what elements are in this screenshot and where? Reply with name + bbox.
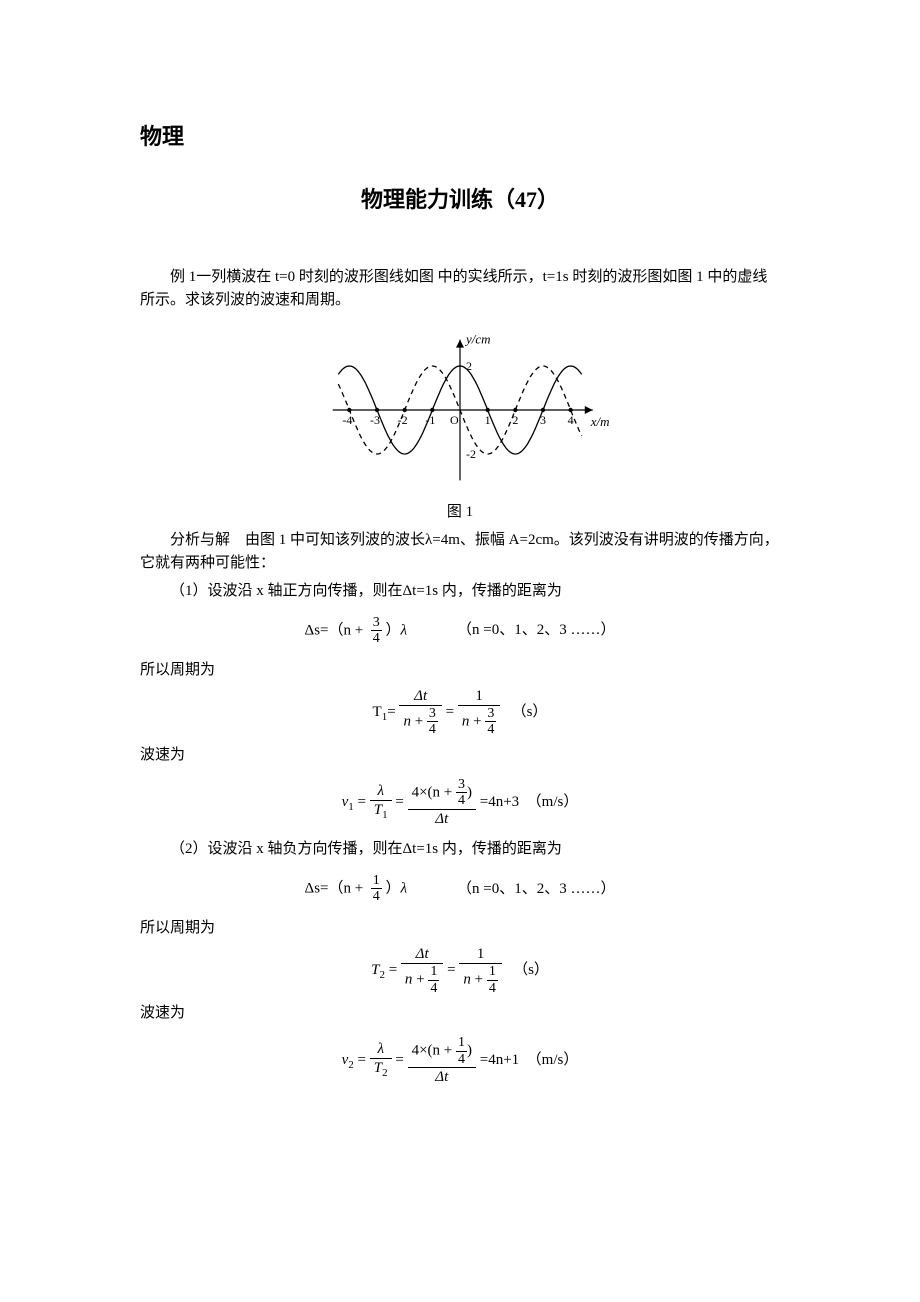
c2v-tsub: 2 bbox=[382, 1067, 388, 1079]
c2v-result: =4n+1 bbox=[480, 1052, 519, 1068]
case2-period-label: 所以周期为 bbox=[140, 917, 780, 940]
c2ds-lhs: Δs= bbox=[305, 880, 329, 896]
case2-statement: （2）设波沿 x 轴负方向传播，则在Δt=1s 内，传播的距离为 bbox=[140, 838, 780, 861]
c2v-sub: 2 bbox=[348, 1059, 354, 1071]
c1ds-fd: 4 bbox=[371, 631, 382, 646]
c2p-fn: 1 bbox=[428, 964, 439, 980]
c1v-fd: 4 bbox=[456, 793, 467, 808]
svg-text:x/m: x/m bbox=[590, 414, 610, 429]
fig-caption: 图 1 bbox=[140, 501, 780, 524]
c2v-lambda: λ bbox=[377, 1041, 384, 1057]
c2v-np: 4×(n + bbox=[412, 1043, 453, 1059]
case1-period-label: 所以周期为 bbox=[140, 659, 780, 682]
c2ds-fd: 4 bbox=[371, 889, 382, 904]
c1p-rhsnum: 1 bbox=[458, 687, 500, 706]
svg-text:y/cm: y/cm bbox=[464, 332, 491, 347]
c1v-result: =4n+3 bbox=[480, 794, 519, 810]
c1p-var: T bbox=[373, 704, 382, 720]
c1p-midnum: Δt bbox=[414, 688, 427, 704]
c1p-fd: 4 bbox=[427, 722, 438, 737]
wave-figure: -4-3-2-1O12342-2y/cmx/m bbox=[140, 319, 780, 497]
c2p-fd: 4 bbox=[428, 981, 439, 996]
c1v-ns: ) bbox=[467, 784, 472, 800]
page-header: 物理 bbox=[140, 120, 780, 153]
case1-delta-s: Δs=（n + 34 ）λ （n =0、1、2、3 ……） bbox=[140, 609, 780, 653]
analysis-intro: 分析与解 由图 1 中可知该列波的波长λ=4m、振幅 A=2cm。该列波没有讲明… bbox=[140, 529, 780, 574]
c2ds-fn: 1 bbox=[371, 873, 382, 889]
svg-text:-4: -4 bbox=[342, 413, 352, 427]
c1v-fn: 3 bbox=[456, 777, 467, 793]
case1-speed: v1 = λ T1 = 4×(n + 34) Δt =4n+3 （m/s） bbox=[140, 772, 780, 832]
case1-period: T1= Δt n + 34 = 1 n + 34 （s） bbox=[140, 687, 780, 738]
c1v-np: 4×(n + bbox=[412, 784, 453, 800]
c1v-tsub: 1 bbox=[382, 809, 388, 821]
page-title: 物理能力训练（47） bbox=[140, 183, 780, 216]
c2p-unit: （s） bbox=[513, 962, 549, 978]
c2ds-cond: （n =0、1、2、3 ……） bbox=[457, 878, 615, 901]
example-intro: 例 1一列横波在 t=0 时刻的波形图线如图 中的实线所示，t=1s 时刻的波形… bbox=[140, 266, 780, 311]
case2-delta-s: Δs=（n + 14 ）λ （n =0、1、2、3 ……） bbox=[140, 867, 780, 911]
case2-speed: v2 = λ T2 = 4×(n + 14) Δt =4n+1 （m/s） bbox=[140, 1031, 780, 1091]
c2v-fn: 1 bbox=[456, 1035, 467, 1051]
c1ds-lhs: Δs= bbox=[305, 622, 329, 638]
case2-period: T2 = Δt n + 14 = 1 n + 14 （s） bbox=[140, 945, 780, 996]
c2p-rhsnum: 1 bbox=[459, 945, 501, 964]
c2v-unit: （m/s） bbox=[527, 1052, 579, 1068]
c2v-ns: ) bbox=[467, 1043, 472, 1059]
c1v-lambda: λ bbox=[377, 783, 384, 799]
c1p-unit: （s） bbox=[512, 704, 548, 720]
wave-diagram: -4-3-2-1O12342-2y/cmx/m bbox=[310, 319, 610, 489]
svg-text:O: O bbox=[450, 413, 459, 427]
case2-speed-label: 波速为 bbox=[140, 1002, 780, 1025]
c2v-den: Δt bbox=[435, 1069, 448, 1085]
case1-statement: （1）设波沿 x 轴正方向传播，则在Δt=1s 内，传播的距离为 bbox=[140, 580, 780, 603]
c1ds-fn: 3 bbox=[371, 615, 382, 631]
c1p-fn: 3 bbox=[427, 706, 438, 722]
svg-text:-2: -2 bbox=[466, 447, 476, 461]
c2p-midnum: Δt bbox=[416, 946, 429, 962]
c2p-sub: 2 bbox=[379, 969, 385, 981]
c1v-unit: （m/s） bbox=[527, 794, 579, 810]
c1v-sub: 1 bbox=[348, 801, 354, 813]
c1p-sub: 1 bbox=[382, 711, 388, 723]
case1-speed-label: 波速为 bbox=[140, 744, 780, 767]
c1v-den: Δt bbox=[435, 811, 448, 827]
c2v-fd: 4 bbox=[456, 1052, 467, 1067]
c1ds-cond: （n =0、1、2、3 ……） bbox=[457, 619, 615, 642]
